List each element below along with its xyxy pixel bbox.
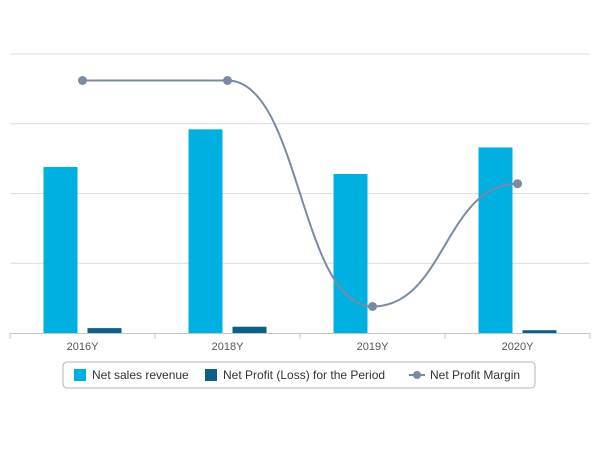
- x-tick-label-2016Y: 2016Y: [67, 341, 99, 353]
- legend-box: [62, 361, 536, 389]
- bar-net-profit-2018Y[interactable]: [232, 326, 267, 333]
- line-point-2016Y[interactable]: [78, 76, 87, 86]
- bar-net-sales-revenue-2016Y[interactable]: [43, 166, 78, 333]
- net-profit-margin-line: [82, 79, 518, 308]
- bar-net-sales-revenue-2020Y[interactable]: [478, 147, 513, 333]
- legend-swatch-net-profit: [205, 369, 217, 381]
- bar-net-profit-2016Y[interactable]: [87, 328, 122, 333]
- legend-swatch-net-sales-revenue: [74, 369, 86, 381]
- x-tick-label-2020Y: 2020Y: [502, 341, 534, 353]
- legend-label-net-profit[interactable]: Net Profit (Loss) for the Period: [223, 368, 385, 382]
- bar-series: [43, 129, 557, 333]
- line-point-2020Y[interactable]: [513, 179, 522, 189]
- legend-label-net-profit-margin[interactable]: Net Profit Margin: [430, 368, 520, 382]
- x-tick-label-2018Y: 2018Y: [212, 341, 244, 353]
- line-point-2019Y[interactable]: [368, 301, 377, 311]
- legend-label-net-sales-revenue[interactable]: Net sales revenue: [92, 368, 189, 382]
- legend-swatch-marker: [413, 371, 421, 379]
- bar-net-sales-revenue-2019Y[interactable]: [333, 173, 368, 333]
- bar-net-profit-2020Y[interactable]: [522, 330, 557, 333]
- x-tick-label-2019Y: 2019Y: [357, 341, 389, 353]
- bar-net-sales-revenue-2018Y[interactable]: [188, 129, 223, 333]
- line-series: [78, 76, 522, 311]
- legend: Net sales revenue Net Profit (Loss) for t…: [62, 361, 536, 389]
- x-axis: 2016Y 2018Y 2019Y 2020Y: [9, 333, 591, 353]
- line-point-2018Y[interactable]: [223, 76, 232, 86]
